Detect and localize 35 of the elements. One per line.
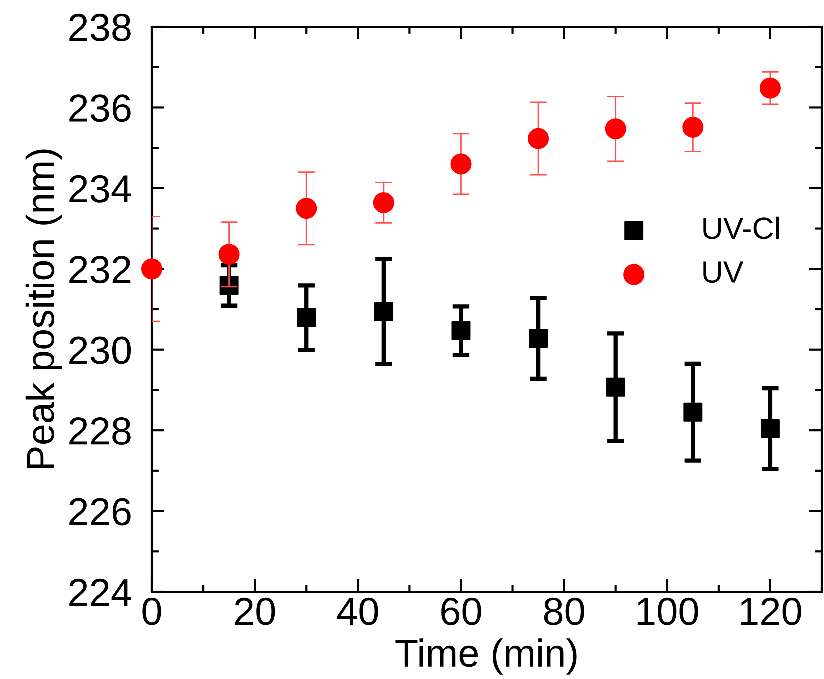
point: [606, 378, 626, 397]
y-tick-label: 228: [70, 418, 131, 446]
point: [452, 321, 471, 340]
y-tick-label: 238: [70, 14, 131, 42]
point: [684, 402, 703, 422]
point: [373, 192, 394, 214]
y-tick-label: 224: [70, 578, 132, 606]
x-axis-title: Time (min): [396, 638, 577, 675]
point: [218, 244, 240, 266]
point: [529, 329, 548, 348]
point: [296, 198, 318, 220]
point: [141, 258, 163, 280]
y-axis-title: Peak position (nm): [26, 150, 62, 468]
x-tick-label: 0: [142, 598, 162, 626]
point: [605, 118, 626, 140]
y-tick-label: 226: [70, 498, 131, 526]
y-tick-label: 234: [70, 175, 132, 203]
point: [760, 78, 781, 99]
point: [760, 419, 780, 438]
legend-label: UV-Cl: [704, 216, 780, 240]
x-tick-label: 20: [235, 598, 276, 626]
x-tick-label: 40: [337, 598, 378, 626]
point: [297, 308, 316, 328]
point: [374, 302, 394, 322]
x-tick-label: 60: [442, 598, 482, 626]
point: [450, 154, 472, 175]
point: [682, 116, 704, 138]
x-tick-label: 120: [740, 598, 802, 626]
y-tick-label: 236: [70, 94, 131, 122]
x-tick-label: 80: [544, 598, 584, 626]
y-tick-label: 230: [70, 336, 132, 364]
y-tick-label: 232: [70, 256, 131, 284]
x-tick-label: 100: [638, 598, 698, 626]
point: [528, 128, 550, 150]
legend-label: UV: [704, 262, 744, 284]
